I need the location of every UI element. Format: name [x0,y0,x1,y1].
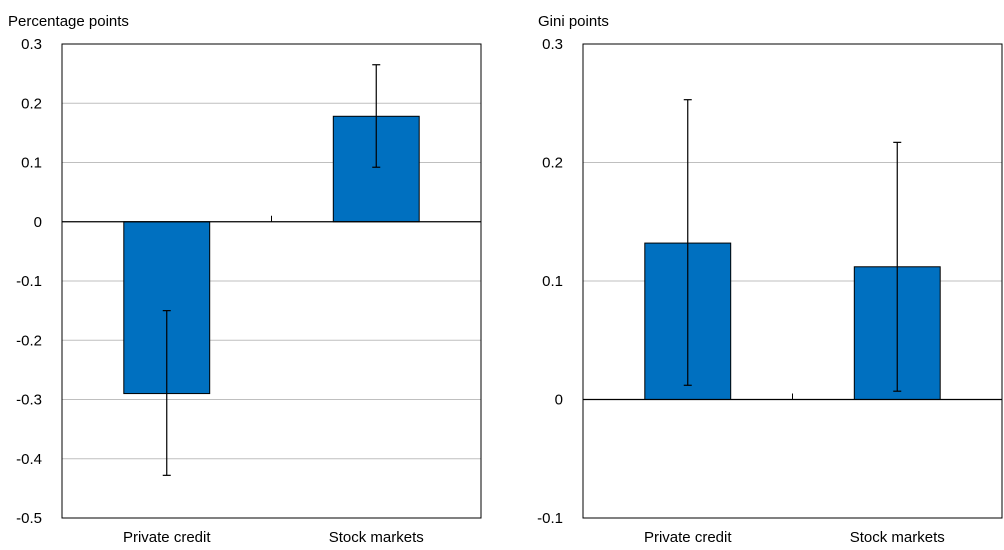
y-tick-label: 0.2 [542,155,563,172]
chart-left-percentage-points: Percentage points 0.3 0.2 0.1 0 -0.1 -0.2 -0.3 -… [8,13,482,546]
y-tick-label: -0.3 [16,392,42,409]
plot-frame [61,43,482,519]
y-tick-label: -0.4 [16,451,42,468]
x-category-label: Stock markets [329,529,424,546]
plot-frame [582,43,1003,519]
y-tick-label: 0 [34,214,42,231]
x-category-label: Private credit [123,529,211,546]
y-axis-unit-label: Percentage points [8,13,129,30]
y-tick-label: 0.1 [542,273,563,290]
y-tick-label: -0.5 [16,510,42,527]
y-tick-label: 0.1 [21,155,42,172]
y-tick-label: 0 [555,392,563,409]
y-axis-unit-label: Gini points [538,13,609,30]
y-tick-label: -0.2 [16,332,42,349]
y-tick-label: -0.1 [537,510,563,527]
x-category-label: Private credit [644,529,732,546]
chart-right-gini-points: Gini points 0.3 0.2 0.1 0 -0.1 Private credit S… [537,13,1003,546]
y-tick-label: 0.3 [542,36,563,53]
y-tick-label: 0.3 [21,36,42,53]
y-tick-label: 0.2 [21,95,42,112]
y-tick-label: -0.1 [16,273,42,290]
x-category-label: Stock markets [850,529,945,546]
